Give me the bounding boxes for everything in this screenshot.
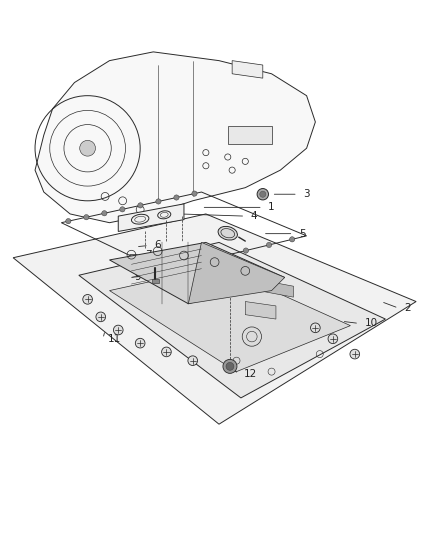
Polygon shape [245,302,276,319]
Text: 7: 7 [145,249,152,260]
Text: 9: 9 [134,272,141,282]
Circle shape [192,191,197,196]
Circle shape [350,349,360,359]
Text: 8: 8 [134,266,141,276]
Circle shape [197,259,202,264]
Circle shape [135,338,145,348]
Circle shape [66,219,71,224]
Text: 11: 11 [108,334,121,344]
Ellipse shape [218,227,237,240]
Circle shape [220,254,226,259]
Polygon shape [35,52,315,223]
Circle shape [120,207,125,212]
Circle shape [84,215,89,220]
Text: 12: 12 [244,369,257,379]
Circle shape [174,195,179,200]
Bar [152,279,159,283]
Circle shape [260,191,266,197]
Circle shape [226,362,234,370]
Circle shape [243,248,248,253]
Circle shape [290,237,295,242]
Polygon shape [228,126,272,144]
Circle shape [80,140,95,156]
Polygon shape [258,280,293,297]
Polygon shape [13,214,416,424]
Circle shape [102,211,107,216]
Polygon shape [118,204,184,231]
Circle shape [113,325,123,335]
Text: 2: 2 [404,303,410,313]
Circle shape [96,312,106,322]
Circle shape [257,189,268,200]
Circle shape [266,243,272,247]
Circle shape [188,356,198,366]
Text: 1: 1 [268,203,275,212]
Polygon shape [79,243,385,398]
Text: 6: 6 [154,240,161,251]
Text: 10: 10 [364,318,378,328]
Circle shape [328,334,338,344]
Circle shape [156,199,161,204]
Circle shape [162,347,171,357]
Circle shape [311,323,320,333]
Polygon shape [232,61,263,78]
Text: 5: 5 [299,229,305,239]
Circle shape [174,265,179,270]
Text: 4: 4 [251,211,257,221]
Circle shape [223,359,237,374]
Circle shape [83,295,92,304]
Polygon shape [188,243,285,304]
Polygon shape [110,266,350,372]
Text: 3: 3 [303,189,310,199]
Polygon shape [110,243,285,304]
Circle shape [138,203,143,208]
